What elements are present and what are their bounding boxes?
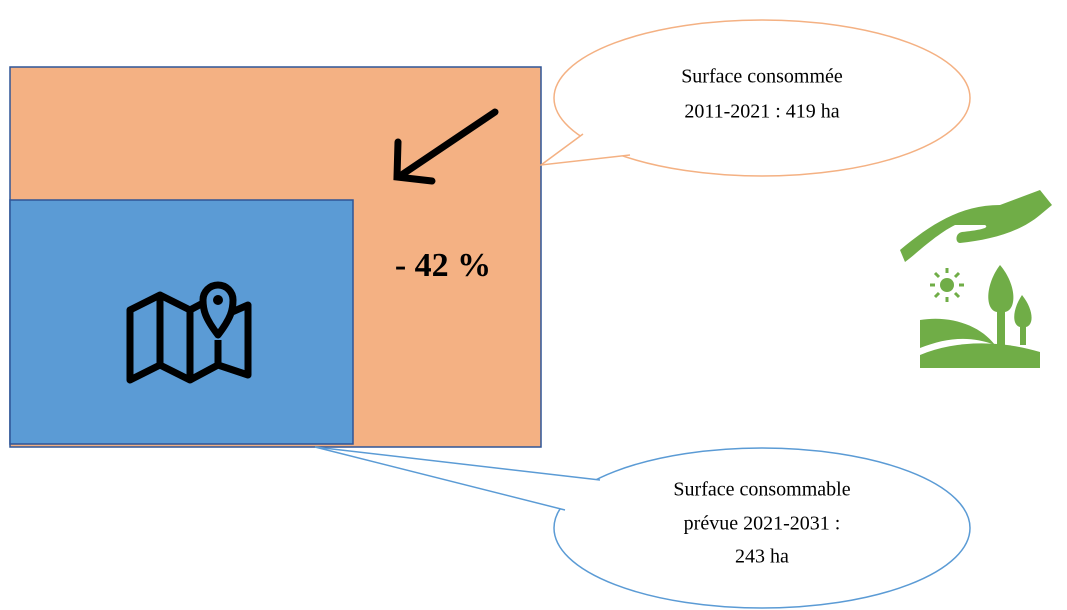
diagram: - 42 % Surface consommée 2011-2021 : 419… (0, 0, 1067, 610)
page: - 42 % Surface consommée 2011-2021 : 419… (0, 0, 1067, 610)
callout-line: 2011-2021 : 419 ha (684, 101, 839, 123)
planned-area (10, 200, 353, 444)
nature-icon (900, 190, 1052, 368)
reduction-label: - 42 % (395, 247, 491, 284)
callout-line: 243 ha (735, 546, 789, 568)
callout-line: prévue 2021-2031 : (684, 513, 841, 535)
callout-line: Surface consommée (681, 66, 843, 88)
callout-consumed: Surface consommée 2011-2021 : 419 ha (541, 20, 970, 176)
callout-planned: Surface consommable prévue 2021-2031 : 2… (315, 447, 970, 608)
callout-line: Surface consommable (673, 479, 850, 501)
